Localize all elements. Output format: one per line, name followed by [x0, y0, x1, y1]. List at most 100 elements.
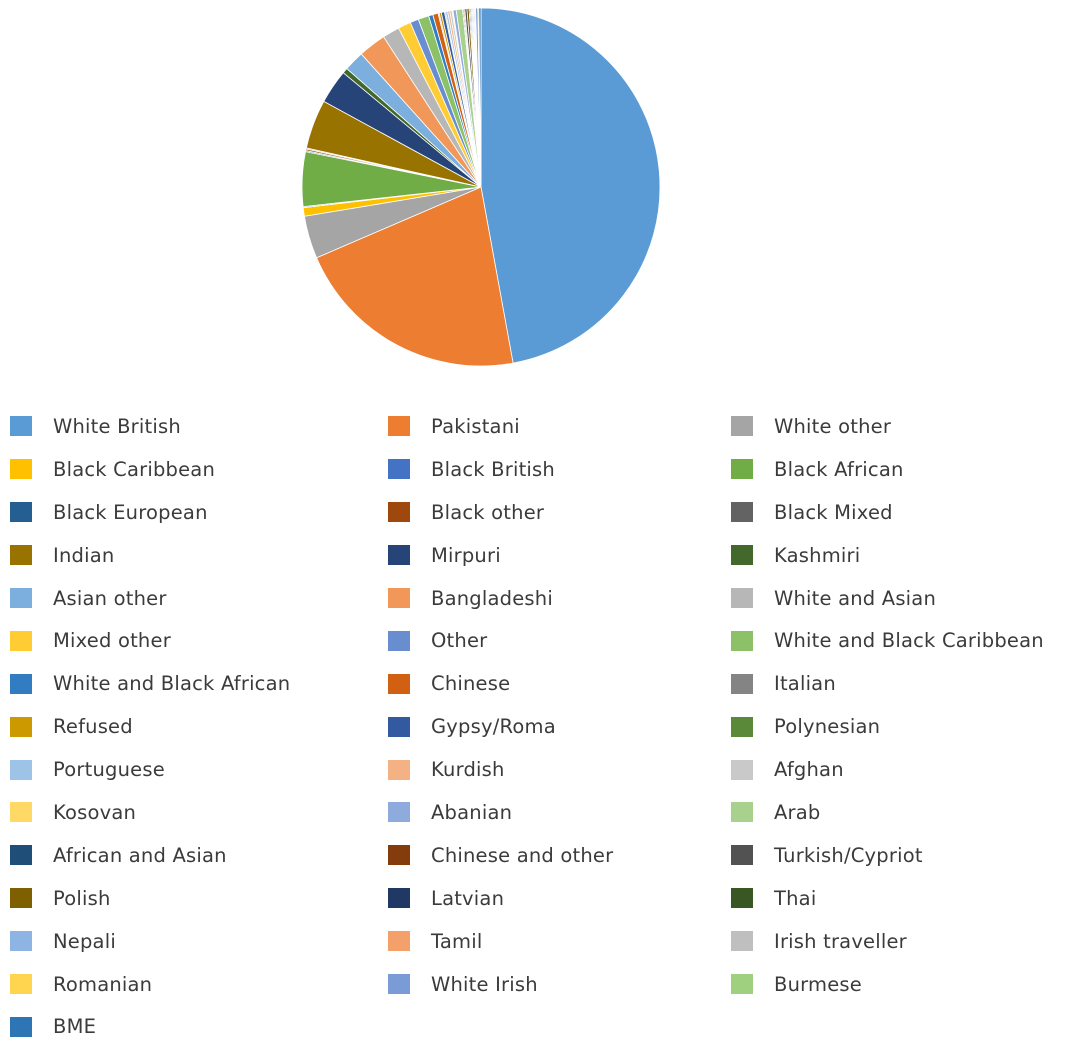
legend-swatch: [388, 974, 410, 995]
legend-item: White other: [731, 405, 1072, 448]
legend-label: Black British: [431, 457, 555, 481]
legend-label: African and Asian: [53, 843, 227, 867]
legend-swatch: [388, 931, 410, 952]
legend-item: Indian: [10, 534, 388, 577]
legend-swatch: [388, 416, 410, 437]
legend-swatch: [388, 759, 410, 780]
pie-slice-0: [480, 7, 661, 364]
legend-item: Polish: [10, 877, 388, 920]
legend-label: Thai: [774, 886, 817, 910]
legend-swatch: [10, 974, 32, 995]
legend-item: White and Black Caribbean: [731, 619, 1072, 662]
legend-swatch: [10, 802, 32, 823]
legend-item: Kurdish: [388, 748, 731, 791]
pie-slice-42: [478, 7, 482, 188]
legend-label: Pakistani: [431, 414, 520, 438]
legend-item: Italian: [731, 662, 1072, 705]
legend-label: White other: [774, 414, 892, 438]
legend-label: Gypsy/Roma: [431, 715, 556, 739]
legend-swatch: [10, 588, 32, 608]
legend-swatch: [388, 845, 410, 866]
legend-label: Refused: [53, 715, 133, 739]
legend-label: White and Black African: [53, 672, 291, 696]
legend-item: Chinese: [388, 662, 731, 705]
legend-swatch: [10, 759, 32, 780]
legend-swatch: [10, 545, 32, 566]
legend-item: Mirpuri: [388, 534, 731, 577]
legend-swatch: [731, 502, 753, 523]
legend-swatch: [731, 459, 753, 480]
pie-svg: [301, 7, 661, 367]
legend-label: Romanian: [53, 972, 153, 996]
legend-item: White and Black African: [10, 662, 388, 705]
legend-item: Black Mixed: [731, 491, 1072, 534]
legend-item: Mixed other: [10, 619, 388, 662]
legend-label: Kurdish: [431, 758, 505, 782]
legend-item: White British: [10, 405, 388, 448]
pie-slice-1: [316, 186, 514, 367]
legend-item: Afghan: [731, 748, 1072, 791]
legend-swatch: [10, 845, 32, 866]
legend-swatch: [731, 630, 753, 651]
legend-item: Gypsy/Roma: [388, 705, 731, 748]
legend-label: Afghan: [774, 758, 844, 782]
legend-item: Tamil: [388, 920, 731, 963]
legend-swatch: [731, 545, 753, 566]
legend-label: Irish traveller: [774, 929, 907, 953]
legend-label: Bangladeshi: [431, 586, 553, 610]
legend-swatch: [10, 931, 32, 952]
legend-swatch: [10, 1016, 32, 1037]
legend-item: Chinese and other: [388, 834, 731, 877]
legend-label: Black Caribbean: [53, 457, 216, 481]
legend-item: Black Caribbean: [10, 448, 388, 491]
legend-swatch: [388, 545, 410, 566]
legend-label: Portuguese: [53, 758, 165, 782]
legend-label: Mixed other: [53, 629, 171, 653]
legend-swatch: [10, 673, 32, 694]
legend-swatch: [731, 673, 753, 694]
legend-label: Kosovan: [53, 800, 137, 824]
legend-label: Arab: [774, 800, 821, 824]
legend-label: Indian: [53, 543, 115, 567]
legend-label: Chinese: [431, 672, 511, 696]
legend-item: Kashmiri: [731, 534, 1072, 577]
legend-label: White and Black Caribbean: [774, 629, 1044, 653]
legend-item: Asian other: [10, 577, 388, 620]
legend-swatch: [731, 759, 753, 780]
legend-item: White Irish: [388, 963, 731, 1006]
legend-item: Arab: [731, 791, 1072, 834]
legend-swatch: [388, 588, 410, 608]
legend-label: Polynesian: [774, 715, 881, 739]
legend-label: Tamil: [431, 929, 483, 953]
legend-label: BME: [53, 1015, 97, 1039]
legend-swatch: [388, 888, 410, 909]
legend-item: Black European: [10, 491, 388, 534]
legend-swatch: [388, 459, 410, 480]
legend-swatch: [388, 502, 410, 523]
legend-label: Black Mixed: [774, 500, 893, 524]
legend-item: Thai: [731, 877, 1072, 920]
legend-swatch: [731, 974, 753, 995]
legend-item: BME: [10, 1005, 388, 1048]
legend-label: Other: [431, 629, 488, 653]
legend-swatch: [388, 630, 410, 651]
legend: White British Pakistani White other Black C…: [10, 405, 1072, 1048]
legend-item: Black British: [388, 448, 731, 491]
legend-item: Bangladeshi: [388, 577, 731, 620]
legend-swatch: [388, 716, 410, 737]
legend-label: Chinese and other: [431, 843, 614, 867]
legend-label: Italian: [774, 672, 836, 696]
legend-label: Black European: [53, 500, 208, 524]
legend-item: Irish traveller: [731, 920, 1072, 963]
legend-label: Polish: [53, 886, 111, 910]
legend-swatch: [731, 716, 753, 737]
legend-item: Abanian: [388, 791, 731, 834]
legend-item: Romanian: [10, 963, 388, 1006]
legend-swatch: [10, 459, 32, 480]
legend-swatch: [10, 416, 32, 437]
legend-item: Turkish/Cypriot: [731, 834, 1072, 877]
legend-swatch: [731, 845, 753, 866]
legend-label: Black African: [774, 457, 904, 481]
legend-swatch: [731, 416, 753, 437]
legend-label: Burmese: [774, 972, 862, 996]
